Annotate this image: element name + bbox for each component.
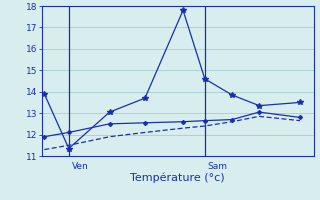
- X-axis label: Température (°c): Température (°c): [130, 173, 225, 183]
- Text: Ven: Ven: [72, 162, 88, 171]
- Text: Sam: Sam: [208, 162, 228, 171]
